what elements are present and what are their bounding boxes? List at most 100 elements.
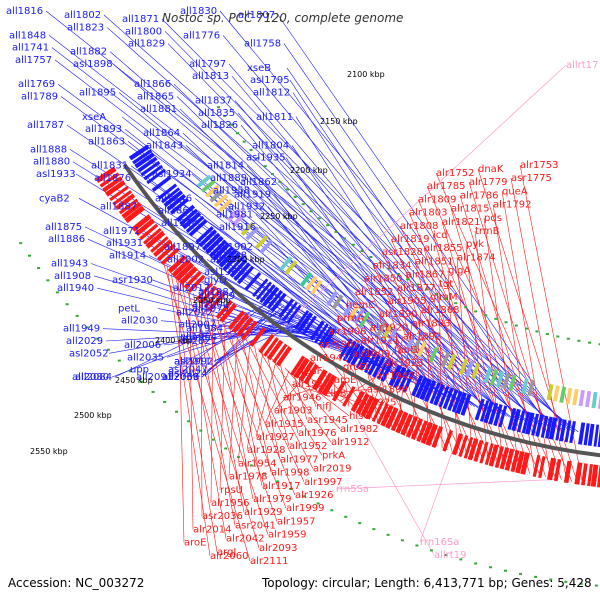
reverse-gene-block — [451, 433, 464, 456]
forward-gene-label: all2017 — [173, 283, 210, 294]
reverse-gene-block — [425, 423, 438, 447]
reverse-gene-label: alr1819 — [391, 234, 429, 245]
reverse-gene-block — [124, 205, 145, 224]
forward-gene-block — [175, 204, 196, 223]
forward-gene-block — [229, 259, 248, 278]
forward-gene-block — [371, 356, 386, 378]
gc-inner-dots — [549, 578, 553, 581]
forward-gene-block — [134, 152, 155, 169]
forward-gene-label: all1800 — [125, 26, 162, 37]
forward-gene-label: all1835 — [198, 108, 235, 119]
forward-leader-line — [127, 141, 463, 403]
forward-leader-line — [291, 145, 469, 405]
cog-category-block — [240, 221, 255, 236]
forward-gene-block — [244, 271, 262, 291]
cog-category-block — [254, 235, 269, 250]
reverse-leader-line — [219, 322, 226, 490]
reverse-gene-label: asr1907 — [319, 340, 360, 351]
reverse-gene-block — [275, 346, 292, 367]
gc-outer-dots — [309, 210, 313, 213]
reverse-gene-block — [499, 447, 510, 470]
gc-inner-dots — [46, 279, 50, 282]
forward-gene-block — [252, 278, 269, 297]
cog-category-block — [359, 311, 371, 328]
forward-gene-label: all1881 — [140, 104, 177, 115]
gc-inner-dots — [316, 502, 320, 505]
gc-outer-dots — [378, 261, 382, 264]
forward-gene-block — [415, 376, 428, 399]
forward-gene-label: all1893 — [85, 124, 122, 135]
reverse-gene-block — [258, 333, 275, 354]
reverse-gene-block — [553, 458, 562, 482]
forward-gene-label: all2000 — [192, 299, 229, 310]
reverse-gene-label: alr2014 — [193, 524, 231, 535]
gc-inner-dots — [236, 456, 240, 459]
forward-gene-block — [140, 160, 161, 177]
reverse-gene-label: alr1786 — [460, 190, 498, 201]
reverse-gene-block — [131, 214, 152, 232]
forward-gene-block — [507, 407, 517, 430]
kbp-tick-label: 2200 kbp — [290, 166, 328, 175]
reverse-leader-line — [241, 335, 272, 473]
forward-gene-block — [388, 364, 403, 387]
forward-gene-block — [564, 420, 572, 443]
forward-gene-block — [259, 284, 276, 304]
gc-outer-dots — [343, 237, 347, 240]
forward-gene-label: all1943 — [51, 259, 88, 270]
reverse-gene-label: prkA — [322, 450, 345, 461]
cog-category-block — [376, 320, 388, 337]
reverse-gene-label: alr1890 — [379, 309, 417, 320]
gc-inner-dots — [386, 533, 390, 536]
cog-category-block — [404, 335, 416, 352]
cog-category-block — [458, 358, 469, 375]
reverse-gene-label: alr1928 — [247, 445, 285, 456]
reverse-gene-block — [467, 438, 479, 461]
forward-leader-line — [285, 157, 453, 400]
forward-gene-block — [583, 423, 590, 446]
kbp-tick-label: 2400 kbp — [155, 336, 193, 345]
forward-leader-line — [161, 18, 572, 432]
forward-gene-block — [402, 371, 415, 393]
reverse-gene-label: alr1977 — [280, 454, 318, 465]
reverse-gene-block — [390, 409, 404, 432]
forward-gene-block — [301, 315, 317, 336]
gc-inner-dots — [415, 544, 419, 547]
forward-gene-block — [128, 144, 150, 161]
reverse-gene-block — [538, 455, 546, 479]
gc-outer-dots — [326, 224, 330, 227]
forward-leader-line — [111, 309, 290, 378]
reverse-gene-label: alr1910 — [292, 379, 330, 390]
forward-gene-block — [578, 422, 586, 445]
forward-gene-label: all1958 — [213, 185, 250, 196]
forward-leader-line — [289, 80, 517, 420]
forward-gene-label: all1863 — [88, 136, 125, 147]
cog-category-block — [440, 351, 451, 368]
forward-gene-block — [429, 382, 441, 404]
gc-inner-dots — [579, 582, 583, 585]
forward-gene-label: asl2024 — [168, 369, 208, 380]
forward-leader-line — [60, 96, 498, 414]
forward-gene-label: all1880 — [33, 157, 70, 168]
reverse-leader-line — [459, 195, 546, 478]
forward-leader-line — [206, 259, 368, 361]
reverse-gene-block — [587, 464, 594, 487]
forward-gene-label: asl1795 — [250, 75, 290, 86]
reverse-gene-label: glgA — [448, 266, 470, 277]
gc-outer-dots — [444, 297, 448, 300]
forward-gene-label: all2006 — [124, 340, 161, 351]
forward-gene-label: all1886 — [48, 234, 85, 245]
reverse-leader-line — [271, 358, 332, 443]
rna-leader-line — [335, 479, 559, 490]
reverse-gene-label: alr1855 — [424, 243, 462, 254]
forward-gene-block — [380, 360, 394, 383]
reverse-gene-label: alr1821 — [442, 217, 480, 228]
reverse-leader-line — [311, 385, 359, 403]
reverse-gene-block — [420, 421, 433, 445]
reverse-leader-line — [306, 382, 317, 407]
gc-outer-dots — [285, 188, 289, 191]
forward-leader-line — [66, 124, 482, 410]
reverse-leader-line — [432, 234, 499, 467]
forward-gene-label: all1969 — [198, 291, 235, 302]
forward-gene-label: all1988 — [210, 251, 247, 262]
